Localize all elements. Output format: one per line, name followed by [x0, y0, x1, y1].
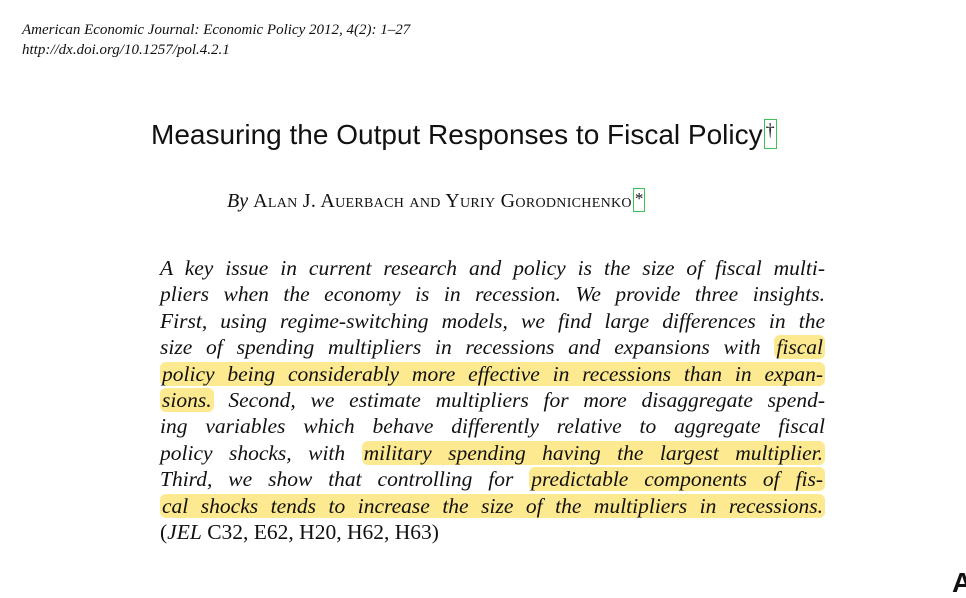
author-names: Alan J. Auerbach and Yuriy Gorodnichenko — [253, 190, 632, 212]
abstract-text: pliers when the economy is in recession.… — [160, 282, 825, 307]
by-label: By — [227, 190, 249, 212]
jel-open-paren: ( — [160, 519, 168, 544]
abstract-line: cal shocks tends to increase the size of… — [160, 493, 825, 519]
abstract-text: ing variables which behave differently r… — [160, 414, 825, 439]
author-line: By Alan J. Auerbach and Yuriy Gorodniche… — [227, 186, 646, 216]
highlighted-text: cal shocks tends to increase the size of… — [160, 493, 825, 518]
jel-code-list: C32, E62, H20, H62, H63) — [201, 519, 439, 544]
abstract-text: Third, we show that controlling for — [160, 467, 530, 492]
highlighted-text: predictable components of fis- — [529, 467, 825, 492]
title-footnote-marker[interactable]: † — [763, 119, 777, 149]
abstract-line: sions. Second, we estimate multipliers f… — [160, 387, 825, 413]
abstract-line: A key issue in current research and poli… — [160, 255, 825, 281]
abstract-line: policy shocks, with military spending ha… — [160, 440, 826, 466]
highlighted-text: policy being considerably more effective… — [160, 361, 825, 386]
doi-link[interactable]: http://dx.doi.org/10.1257/pol.4.2.1 — [22, 42, 230, 58]
journal-citation: American Economic Journal: Economic Poli… — [22, 22, 411, 38]
corner-glyph: A — [952, 567, 966, 598]
highlighted-text: military spending having the largest mul… — [361, 440, 826, 465]
paper-title: Measuring the Output Responses to Fiscal… — [151, 119, 763, 150]
abstract-line: Third, we show that controlling for pred… — [160, 466, 825, 492]
highlighted-text: fiscal — [774, 335, 825, 360]
jel-codes: (JEL C32, E62, H20, H62, H63) — [160, 519, 825, 545]
abstract-line: size of spending multipliers in recessio… — [160, 334, 825, 360]
highlighted-text: sions. — [160, 387, 214, 412]
jel-label: JEL — [167, 519, 202, 544]
abstract-line: First, using regime-switching models, we… — [160, 308, 825, 334]
abstract-line: ing variables which behave differently r… — [160, 413, 825, 439]
abstract-text: First, using regime-switching models, we… — [160, 308, 825, 333]
abstract-line: pliers when the economy is in recession.… — [160, 281, 825, 307]
author-footnote-marker[interactable]: * — [632, 188, 646, 212]
abstract: A key issue in current research and poli… — [160, 255, 826, 545]
abstract-text: A key issue in current research and poli… — [160, 256, 825, 280]
abstract-text: Second, we estimate multipliers for more… — [213, 387, 825, 412]
abstract-line: policy being considerably more effective… — [160, 361, 825, 387]
abstract-text: policy shocks, with — [160, 440, 362, 465]
abstract-text: size of spending multipliers in recessio… — [160, 335, 775, 360]
